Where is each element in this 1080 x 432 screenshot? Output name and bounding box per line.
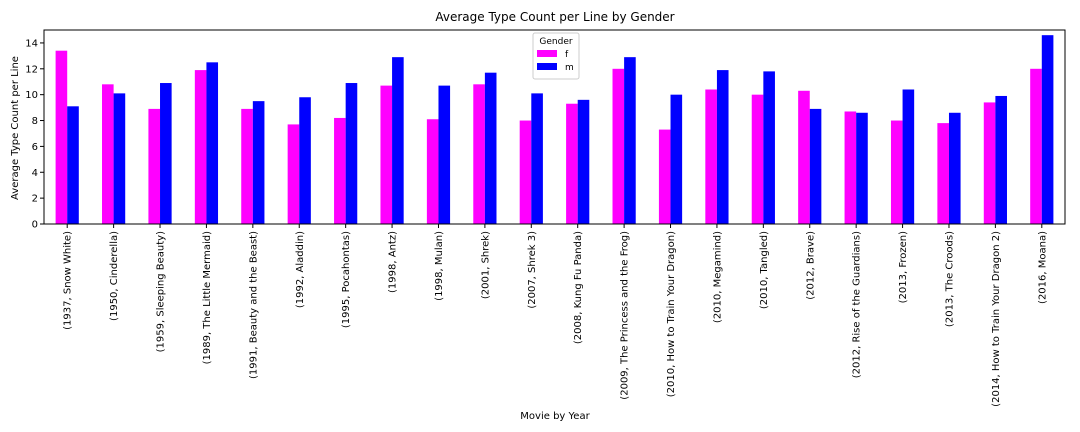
x-tick-label-13: (2010, How to Train Your Dragon) bbox=[666, 231, 677, 397]
bar-f-13 bbox=[658, 129, 671, 224]
x-tick-label-3: (1989, The Little Mermaid) bbox=[202, 231, 213, 364]
bar-f-9 bbox=[473, 84, 485, 224]
y-tick-label-0: 0 bbox=[32, 220, 38, 231]
bar-m-21 bbox=[1041, 35, 1054, 224]
bar-m-4 bbox=[252, 101, 265, 224]
x-tick-label-6: (1995, Pocahontas) bbox=[341, 231, 352, 328]
x-tick-label-12: (2009, The Princess and the Frog) bbox=[620, 231, 631, 400]
bar-m-5 bbox=[299, 97, 311, 224]
bar-m-15 bbox=[763, 71, 775, 225]
x-axis: (1937, Snow White) (1950, Cinderella) (195… bbox=[63, 224, 1048, 407]
bar-m-16 bbox=[809, 108, 822, 224]
y-tick-label-7: 14 bbox=[25, 38, 38, 49]
bar-m-7 bbox=[392, 57, 404, 224]
bar-m-0 bbox=[67, 106, 79, 224]
bar-m-6 bbox=[345, 83, 358, 224]
x-tick-label-9: (2001, Shrek) bbox=[480, 231, 491, 299]
bar-m-20 bbox=[995, 95, 1007, 225]
y-axis-label: Average Type Count per Line bbox=[10, 56, 21, 200]
x-tick-label-10: (2007, Shrek 3) bbox=[527, 231, 538, 309]
x-tick-label-5: (1992, Aladdin) bbox=[295, 231, 306, 308]
x-tick-label-15: (2010, Tangled) bbox=[759, 231, 770, 309]
x-tick-label-0: (1937, Snow White) bbox=[63, 231, 74, 330]
plot-frame bbox=[43, 29, 1066, 225]
bar-f-2 bbox=[148, 108, 161, 224]
y-tick-label-1: 2 bbox=[32, 194, 38, 205]
x-tick-label-16: (2012, Brave) bbox=[805, 231, 816, 300]
legend-items: fm bbox=[537, 50, 574, 73]
bar-m-8 bbox=[438, 85, 451, 224]
bar-f-15 bbox=[751, 94, 764, 225]
x-tick-label-7: (1998, Antz) bbox=[388, 231, 399, 293]
legend-swatch-m bbox=[537, 63, 557, 70]
bar-f-3 bbox=[194, 70, 207, 225]
bar-f-17 bbox=[844, 111, 857, 224]
y-axis: 0 2 4 6 8 10 12 14 bbox=[25, 38, 44, 231]
bar-f-1 bbox=[102, 84, 114, 224]
bar-m-12 bbox=[624, 57, 636, 224]
bar-m-14 bbox=[716, 70, 729, 225]
x-tick-label-4: (1991, Beauty and the Beast) bbox=[248, 231, 259, 379]
legend: Gender fm bbox=[532, 32, 580, 80]
x-axis-label: Movie by Year bbox=[520, 411, 590, 422]
bar-f-18 bbox=[890, 120, 903, 224]
bar-m-10 bbox=[531, 93, 543, 224]
legend-label-m: m bbox=[565, 63, 574, 73]
legend-label-f: f bbox=[565, 50, 569, 60]
x-tick-label-8: (1998, Mulan) bbox=[434, 231, 445, 301]
y-tick-label-5: 10 bbox=[25, 90, 38, 101]
bar-m-13 bbox=[670, 94, 683, 225]
x-tick-label-18: (2013, Frozen) bbox=[898, 231, 909, 303]
y-tick-label-4: 8 bbox=[32, 116, 38, 127]
bar-m-11 bbox=[577, 99, 590, 224]
x-tick-label-21: (2016, Moana) bbox=[1037, 231, 1048, 304]
y-tick-label-3: 6 bbox=[32, 142, 38, 153]
bar-f-20 bbox=[983, 102, 996, 224]
bar-f-16 bbox=[798, 90, 810, 224]
bars-layer bbox=[55, 35, 1054, 225]
bar-f-11 bbox=[566, 103, 578, 224]
bar-f-12 bbox=[612, 68, 625, 224]
x-tick-label-14: (2010, Megamind) bbox=[712, 231, 723, 323]
bar-f-0 bbox=[55, 50, 68, 225]
bar-f-10 bbox=[519, 120, 532, 224]
bar-m-9 bbox=[484, 72, 497, 225]
x-tick-label-11: (2008, Kung Fu Panda) bbox=[573, 231, 584, 344]
y-tick-label-6: 12 bbox=[25, 64, 38, 75]
bar-f-19 bbox=[937, 123, 949, 224]
bar-m-18 bbox=[902, 89, 915, 224]
bar-f-4 bbox=[241, 108, 253, 224]
legend-title: Gender bbox=[539, 37, 572, 47]
bar-f-8 bbox=[426, 119, 439, 224]
bar-m-1 bbox=[113, 93, 126, 224]
bar-m-17 bbox=[856, 112, 868, 224]
bar-f-5 bbox=[287, 124, 300, 224]
chart-title: Average Type Count per Line by Gender bbox=[435, 10, 674, 24]
x-tick-label-19: (2013, The Croods) bbox=[944, 231, 955, 327]
x-tick-label-1: (1950, Cinderella) bbox=[109, 231, 120, 321]
x-tick-label-20: (2014, How to Train Your Dragon 2) bbox=[991, 231, 1002, 407]
bar-f-6 bbox=[334, 117, 346, 224]
bar-m-19 bbox=[948, 112, 961, 224]
bar-f-7 bbox=[380, 85, 393, 224]
bar-f-21 bbox=[1030, 68, 1042, 224]
y-tick-label-2: 4 bbox=[32, 168, 38, 179]
bar-m-3 bbox=[206, 62, 219, 225]
x-tick-label-17: (2012, Rise of the Guardians) bbox=[852, 231, 863, 378]
legend-swatch-f bbox=[537, 50, 557, 57]
bar-f-14 bbox=[705, 89, 717, 224]
x-tick-label-2: (1959, Sleeping Beauty) bbox=[156, 231, 167, 352]
bar-m-2 bbox=[160, 83, 172, 224]
